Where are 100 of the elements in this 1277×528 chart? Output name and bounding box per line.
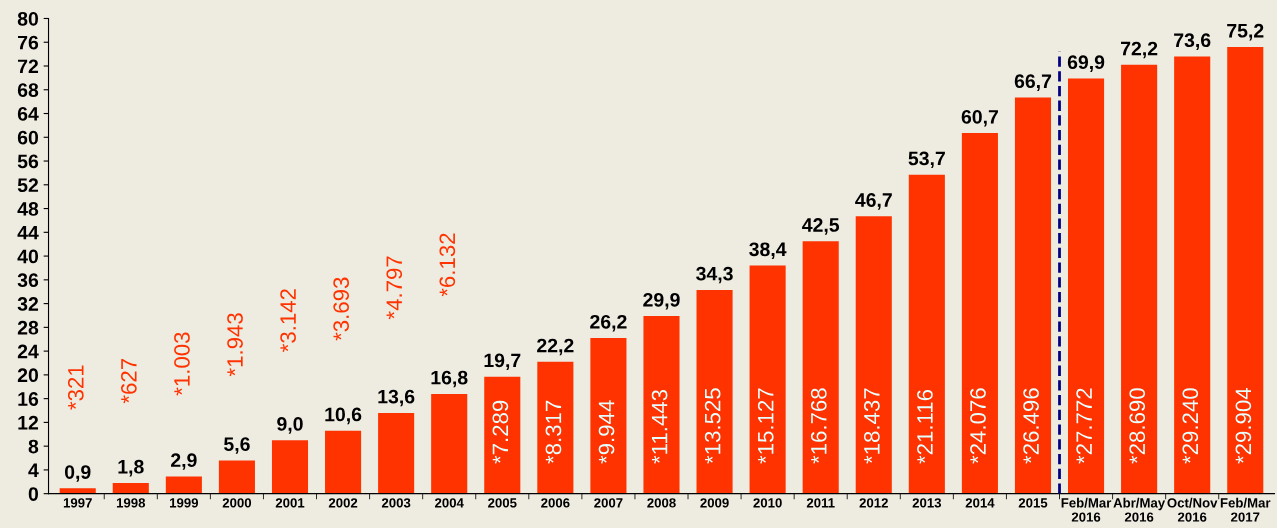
y-tick-label: 4 <box>28 463 39 477</box>
bar <box>165 476 202 494</box>
x-tick-label: 2006 <box>541 498 570 508</box>
y-tick-label: 28 <box>17 320 39 335</box>
annotation: *29.240 <box>1182 388 1199 464</box>
annotation: *7.289 <box>492 400 509 464</box>
x-tick-label: 2013 <box>912 498 942 508</box>
data-label: 19,7 <box>484 353 521 371</box>
y-tick-label: 44 <box>17 225 39 240</box>
y-tick-label: 16 <box>18 392 39 406</box>
x-tick-label: Feb/Mar 2016 <box>1061 497 1112 522</box>
y-tick-label: 80 <box>17 11 39 26</box>
x-tick-label: 2002 <box>328 498 358 508</box>
data-label: 72,2 <box>1121 41 1158 59</box>
bar <box>908 174 945 494</box>
annotation: *29.904 <box>1235 388 1252 464</box>
x-tick-label: 2009 <box>700 498 729 508</box>
annotation: *627 <box>121 359 137 404</box>
data-label: 26,2 <box>590 314 627 332</box>
x-tick-label: Abr/May 2016 <box>1113 497 1166 522</box>
x-tick-label: 1998 <box>116 498 146 508</box>
y-tick-label: 32 <box>17 297 39 311</box>
data-label: 9,0 <box>277 417 303 434</box>
bar <box>1121 64 1158 494</box>
y-tick-label: 72 <box>18 59 39 74</box>
data-label: 13,6 <box>378 389 415 407</box>
y-tick-label: 48 <box>17 202 39 216</box>
data-label: 22,2 <box>537 338 574 356</box>
bar <box>1227 46 1264 494</box>
bar <box>643 316 680 494</box>
x-tick-label: 2001 <box>275 498 305 508</box>
data-label: 53,7 <box>908 151 945 169</box>
data-label: 66,7 <box>1014 74 1052 91</box>
bar <box>431 393 468 494</box>
y-tick-label: 40 <box>17 249 39 264</box>
bar <box>1068 78 1105 494</box>
data-label: 0,9 <box>64 465 91 482</box>
data-label: 10,6 <box>325 407 362 425</box>
bar <box>855 216 892 494</box>
x-tick-label: 2010 <box>753 498 782 508</box>
bar <box>696 289 733 494</box>
y-tick-label: 68 <box>17 83 39 97</box>
data-label: 16,8 <box>431 370 468 388</box>
annotation: *13.525 <box>704 388 721 464</box>
x-tick-label: 2003 <box>381 498 411 508</box>
x-tick-label: 2004 <box>434 498 464 508</box>
x-tick-label: 2007 <box>594 498 623 508</box>
data-label: 69,9 <box>1067 55 1105 72</box>
bar <box>218 460 255 494</box>
annotation: *15.127 <box>757 388 774 464</box>
annotation: *4.797 <box>386 256 403 320</box>
bar <box>749 265 786 494</box>
x-tick-label: 2012 <box>859 498 888 508</box>
annotation: *11.443 <box>651 389 668 464</box>
y-tick-label: 20 <box>17 368 39 383</box>
y-tick-label: 60 <box>17 130 39 145</box>
x-tick-label: Feb/Mar 2017 <box>1220 497 1271 522</box>
annotation: *24.076 <box>970 388 986 464</box>
y-tick-label: 36 <box>17 273 39 288</box>
x-tick-label: Oct/Nov 2016 <box>1167 497 1218 522</box>
y-tick-label: 8 <box>28 439 39 454</box>
annotation: *1.003 <box>174 332 190 396</box>
x-tick-label: 2005 <box>488 498 517 508</box>
bar <box>802 241 839 494</box>
bar <box>378 412 415 494</box>
annotation: *27.772 <box>1076 388 1092 464</box>
bar <box>112 482 149 494</box>
y-tick-label: 12 <box>18 415 39 430</box>
bar <box>1174 56 1211 494</box>
annotation: *6.132 <box>439 233 456 297</box>
x-tick-label: 1999 <box>170 498 199 508</box>
annotation: *9.944 <box>598 400 615 464</box>
annotation: *16.768 <box>810 388 827 464</box>
bar <box>537 361 574 494</box>
annotation: *321 <box>67 365 84 410</box>
data-label: 42,5 <box>802 218 840 235</box>
annotation: *26.496 <box>1023 388 1039 464</box>
annotation: *3.693 <box>333 277 350 341</box>
data-label: 60,7 <box>961 109 998 127</box>
data-label: 46,7 <box>855 193 892 210</box>
x-tick-label: 2000 <box>222 498 252 508</box>
y-tick-label: 56 <box>17 154 39 169</box>
data-label: 38,4 <box>749 242 787 259</box>
data-label: 2,9 <box>171 453 197 470</box>
bar <box>325 430 362 494</box>
y-tick-label: 76 <box>18 35 39 50</box>
annotation: *1.943 <box>227 313 243 377</box>
bar <box>484 376 521 494</box>
data-label: 1,8 <box>118 459 144 477</box>
y-tick-label: 64 <box>17 106 39 121</box>
y-tick-label: 0 <box>28 487 39 501</box>
data-label: 5,6 <box>224 437 250 454</box>
annotation: *21.116 <box>917 389 933 464</box>
bar <box>271 440 309 494</box>
x-tick-label: 2008 <box>647 498 676 508</box>
bar <box>1014 97 1052 494</box>
bar <box>961 133 998 494</box>
x-tick-label: 2015 <box>1018 498 1048 508</box>
annotation: *18.437 <box>864 388 880 464</box>
data-label: 73,6 <box>1174 33 1211 50</box>
